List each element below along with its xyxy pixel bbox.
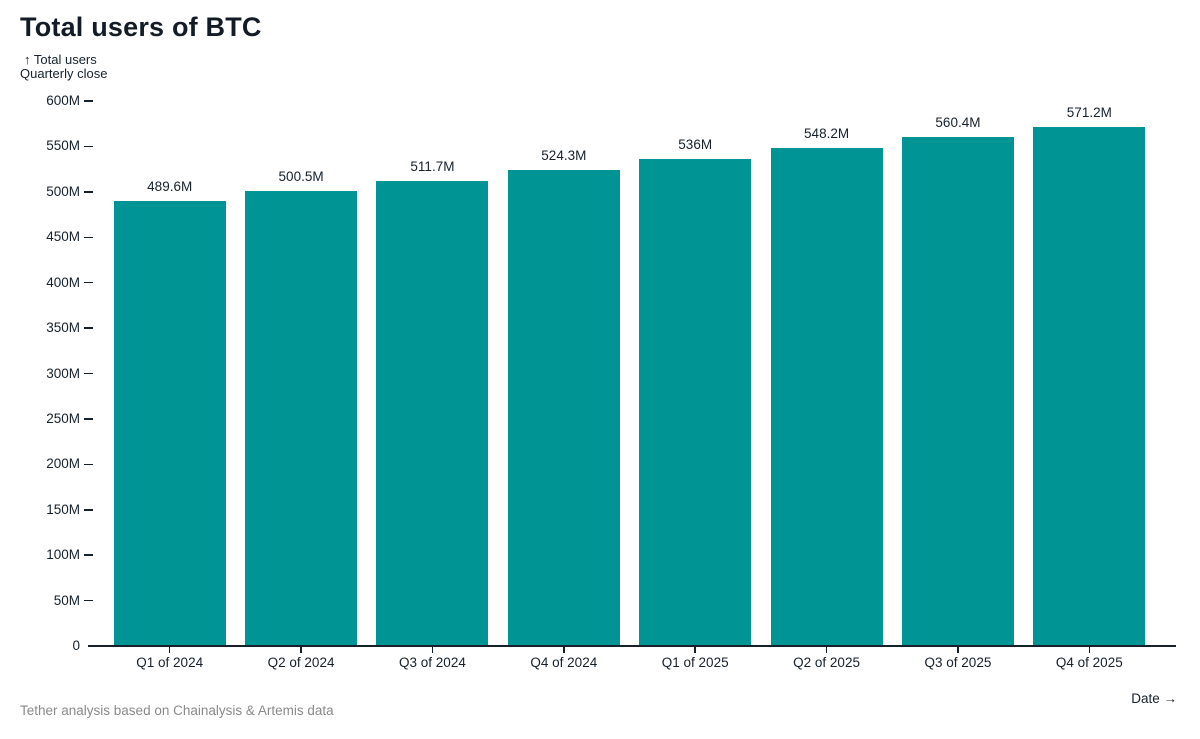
y-tick-label: 0 — [72, 638, 80, 653]
x-axis-baseline — [88, 645, 1176, 647]
x-tick — [694, 647, 696, 653]
x-tick — [300, 647, 302, 653]
x-category-label: Q3 of 2025 — [924, 655, 992, 670]
y-axis-title-line2: Quarterly close — [20, 66, 108, 81]
y-axis-title-line1: ↑ Total users — [24, 52, 97, 67]
x-tick — [825, 647, 828, 653]
bar-value-label: 560.4M — [935, 114, 981, 130]
x-category-label: Q3 of 2024 — [399, 655, 466, 670]
chart-title: Total users of BTC — [20, 12, 262, 42]
x-category-label: Q2 of 2024 — [267, 655, 335, 670]
bar — [376, 181, 489, 645]
y-tick-label: 550M — [46, 138, 80, 154]
x-tick — [957, 647, 959, 653]
bar-value-label: 571.2M — [1066, 105, 1112, 121]
x-category-label: Q1 of 2024 — [136, 655, 204, 670]
y-axis-title: ↑ Total users Quarterly close — [20, 53, 107, 81]
y-tick-label: 150M — [46, 501, 80, 517]
bar-value-label: 489.6M — [147, 179, 193, 195]
bar-value-label: 524.3M — [541, 147, 587, 163]
bar — [1033, 127, 1146, 645]
y-tick-label: 200M — [46, 456, 80, 472]
y-tick-dash — [84, 509, 93, 511]
bar-value-label: 536M — [678, 137, 713, 153]
y-tick-dash — [84, 191, 93, 193]
bar-value-label: 511.7M — [410, 159, 455, 175]
bar — [901, 136, 1014, 645]
bar-value-label: 500.5M — [278, 169, 324, 185]
y-tick-label: 300M — [46, 365, 80, 381]
x-category-label: Q4 of 2025 — [1055, 655, 1123, 670]
y-tick-dash — [84, 599, 93, 602]
y-tick-dash — [84, 327, 93, 329]
bar-value-label: 548.2M — [804, 126, 850, 142]
x-tick — [431, 647, 434, 653]
bar — [113, 201, 226, 645]
x-tick — [563, 647, 565, 653]
y-tick-dash — [84, 100, 93, 102]
source-caption: Tether analysis based on Chainalysis & A… — [20, 703, 334, 718]
bar — [770, 148, 883, 645]
y-tick-label: 50M — [53, 592, 80, 608]
y-tick-dash — [84, 236, 93, 238]
y-tick-dash — [84, 145, 93, 148]
y-tick-dash — [84, 554, 93, 556]
up-arrow-icon: ↑ — [24, 52, 31, 67]
x-category-label: Q2 of 2025 — [793, 655, 860, 670]
y-tick-dash — [84, 372, 93, 375]
y-tick-label: 100M — [46, 547, 80, 563]
y-tick-label: 600M — [46, 93, 80, 108]
y-tick-dash — [84, 463, 93, 466]
x-tick — [168, 647, 171, 653]
y-tick-dash — [84, 418, 93, 420]
y-tick-dash — [84, 281, 93, 284]
x-tick — [1088, 647, 1091, 653]
x-category-label: Q4 of 2024 — [530, 655, 598, 670]
y-tick-label: 250M — [46, 410, 80, 426]
bar — [245, 191, 358, 645]
y-tick-label: 350M — [46, 320, 80, 336]
bar — [507, 169, 620, 645]
y-tick-label: 500M — [46, 183, 80, 199]
bar — [639, 159, 752, 645]
x-axis-title: Date → — [1131, 691, 1177, 706]
x-category-label: Q1 of 2025 — [661, 655, 729, 670]
y-tick-label: 400M — [46, 274, 80, 290]
y-tick-label: 450M — [46, 229, 80, 245]
